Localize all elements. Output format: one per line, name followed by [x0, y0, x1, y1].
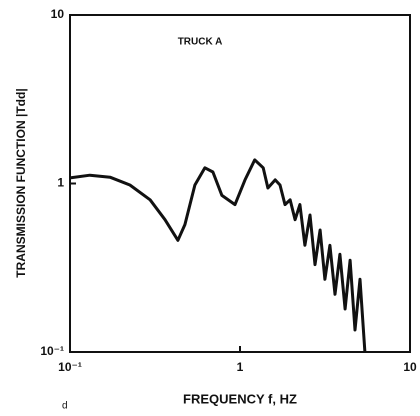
y-tick-label: 10 — [51, 7, 65, 21]
y-axis-label: TRANSMISSION FUNCTION |Tdd| — [14, 88, 28, 277]
x-axis-label: FREQUENCY f, HZ — [183, 391, 297, 406]
y-tick-label: 1 — [57, 176, 64, 190]
data-line — [69, 158, 367, 353]
x-tick-label: 10 — [403, 360, 417, 374]
y-tick-label: 10⁻¹ — [40, 344, 64, 358]
panel-note: d — [62, 401, 68, 412]
x-tick-label: 10⁻¹ — [58, 360, 82, 374]
x-tick-label: 1 — [237, 360, 244, 374]
chart-title: TRUCK A — [178, 37, 223, 48]
